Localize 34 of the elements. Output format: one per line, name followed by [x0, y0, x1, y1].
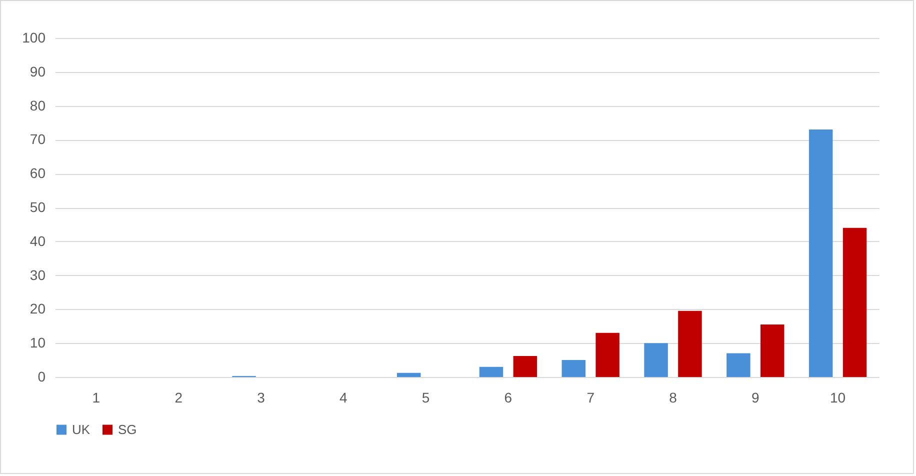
y-tick-label: 70	[30, 131, 46, 148]
x-tick-label: 10	[830, 390, 846, 406]
bar	[562, 360, 586, 377]
y-tick-label: 10	[30, 334, 46, 351]
bar	[644, 343, 668, 377]
legend-label: SG	[118, 422, 137, 437]
x-tick-label: 3	[257, 390, 266, 406]
y-tick-label: 40	[30, 232, 46, 249]
bar	[678, 310, 702, 377]
legend-label: UK	[72, 422, 90, 437]
bar	[596, 332, 620, 377]
x-tick-label: 8	[669, 390, 678, 406]
x-tick-label: 6	[504, 390, 512, 406]
bar	[808, 130, 833, 377]
x-tick-label: 1	[92, 390, 100, 406]
y-tick-label: 60	[30, 165, 46, 182]
y-tick-label: 20	[30, 300, 46, 317]
x-tick-label: 2	[174, 390, 183, 406]
x-tick-label: 5	[422, 390, 430, 406]
y-tick-label: 90	[30, 63, 46, 80]
bar	[726, 353, 750, 377]
bar	[396, 372, 421, 377]
bar	[513, 356, 538, 377]
bar	[760, 324, 784, 377]
y-tick-label: 50	[30, 199, 46, 215]
y-tick-label: 30	[30, 266, 46, 283]
bar	[479, 366, 504, 377]
x-tick-label: 4	[340, 390, 348, 406]
y-tick-label: 100	[22, 30, 46, 46]
y-tick-label: 80	[30, 97, 46, 114]
x-tick-label: 7	[586, 390, 595, 406]
bar	[842, 228, 867, 377]
x-tick-label: 9	[752, 390, 760, 406]
y-tick-label: 0	[38, 368, 46, 384]
